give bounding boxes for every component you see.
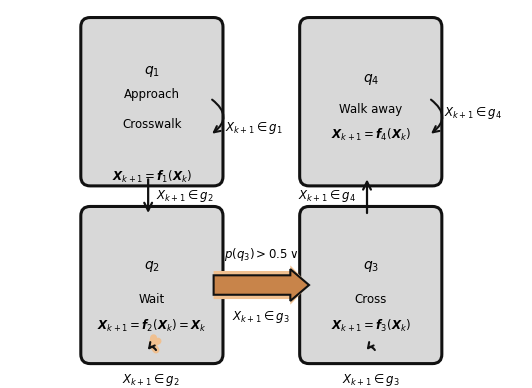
Text: $q_3$: $q_3$ — [363, 259, 379, 274]
FancyBboxPatch shape — [300, 206, 442, 364]
Text: Crosswalk: Crosswalk — [122, 118, 181, 131]
FancyBboxPatch shape — [81, 17, 223, 186]
Text: $X_{k+1} \in g_4$: $X_{k+1} \in g_4$ — [444, 105, 502, 121]
Text: Wait: Wait — [139, 293, 165, 307]
Text: Approach: Approach — [124, 88, 180, 101]
Text: $q_1$: $q_1$ — [144, 64, 160, 79]
Text: Walk away: Walk away — [339, 103, 402, 116]
FancyArrow shape — [214, 269, 309, 301]
Text: $p(q_3) > 0.5 \vee$: $p(q_3) > 0.5 \vee$ — [224, 246, 298, 263]
Text: Cross: Cross — [354, 293, 387, 307]
Text: $X_{k+1} \in g_1$: $X_{k+1} \in g_1$ — [225, 120, 282, 136]
Text: $X_{k+1} \in g_3$: $X_{k+1} \in g_3$ — [342, 372, 400, 388]
Text: $q_4$: $q_4$ — [363, 72, 379, 87]
Text: $q_2$: $q_2$ — [144, 259, 160, 274]
FancyBboxPatch shape — [300, 17, 442, 186]
Text: $\boldsymbol{X}_{k+1} = \boldsymbol{f}_1(\boldsymbol{X}_k)$: $\boldsymbol{X}_{k+1} = \boldsymbol{f}_1… — [112, 168, 192, 185]
Text: $X_{k+1} \in g_2$: $X_{k+1} \in g_2$ — [156, 188, 213, 204]
Text: $X_{k+1} \in g_4$: $X_{k+1} \in g_4$ — [298, 188, 356, 204]
Text: $\boldsymbol{X}_{k+1} = \boldsymbol{f}_2(\boldsymbol{X}_k) = \boldsymbol{X}_k$: $\boldsymbol{X}_{k+1} = \boldsymbol{f}_2… — [97, 318, 206, 334]
FancyBboxPatch shape — [81, 206, 223, 364]
Text: $X_{k+1} \in g_3$: $X_{k+1} \in g_3$ — [232, 309, 290, 326]
FancyArrow shape — [214, 265, 309, 305]
Text: $X_{k+1} \in g_2$: $X_{k+1} \in g_2$ — [122, 372, 180, 388]
Text: $\boldsymbol{X}_{k+1} = \boldsymbol{f}_4(\boldsymbol{X}_k)$: $\boldsymbol{X}_{k+1} = \boldsymbol{f}_4… — [331, 127, 411, 144]
Text: $\boldsymbol{X}_{k+1} = \boldsymbol{f}_3(\boldsymbol{X}_k)$: $\boldsymbol{X}_{k+1} = \boldsymbol{f}_3… — [331, 318, 411, 334]
